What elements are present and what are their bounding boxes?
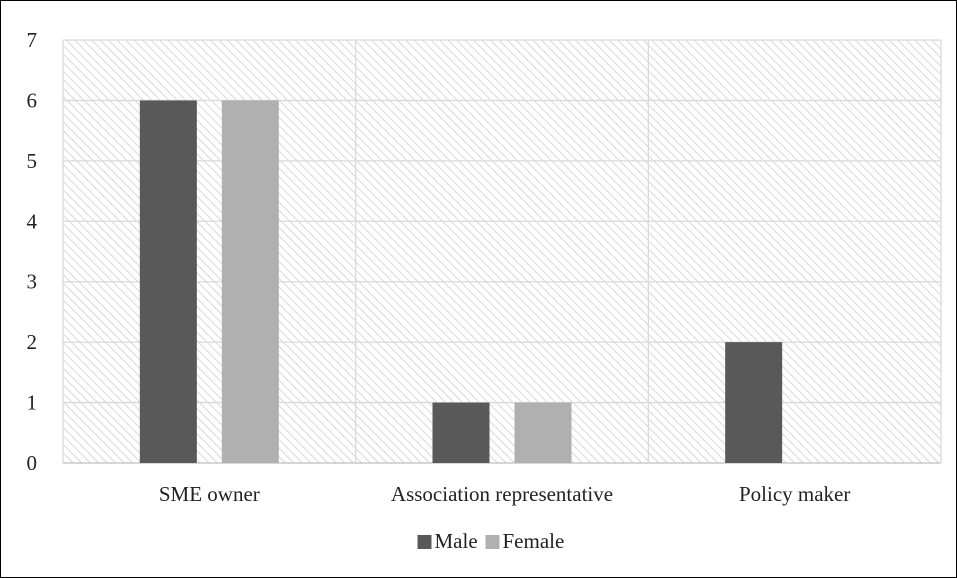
y-tick-label: 3 <box>27 270 38 294</box>
y-tick-label: 6 <box>27 88 38 112</box>
grid-lines <box>62 39 942 464</box>
y-axis-ticks: 0 1 2 3 4 5 6 7 <box>27 28 38 475</box>
bars <box>139 100 783 463</box>
legend-label-female: Female <box>503 529 565 553</box>
x-category-label: Policy maker <box>739 482 850 506</box>
y-tick-label: 5 <box>27 149 38 173</box>
y-tick-label: 1 <box>27 391 38 415</box>
x-category-label: SME owner <box>159 482 260 506</box>
bar-male-2 <box>725 342 783 463</box>
bar-male-0 <box>139 100 197 463</box>
y-tick-label: 7 <box>27 28 38 52</box>
x-category-label: Association representative <box>391 482 613 506</box>
legend-swatch-female <box>485 535 500 549</box>
x-axis-categories: SME owner Association representative Polic… <box>159 482 850 506</box>
y-tick-label: 0 <box>27 451 38 475</box>
bar-female-1 <box>514 402 572 463</box>
y-tick-label: 2 <box>27 330 38 354</box>
bar-female-0 <box>221 100 279 463</box>
y-tick-label: 4 <box>27 209 38 233</box>
plot-area <box>63 40 941 463</box>
legend: Male Female <box>417 529 565 553</box>
legend-label-male: Male <box>435 529 478 553</box>
legend-swatch-male <box>417 535 432 549</box>
bar-male-1 <box>432 402 490 463</box>
